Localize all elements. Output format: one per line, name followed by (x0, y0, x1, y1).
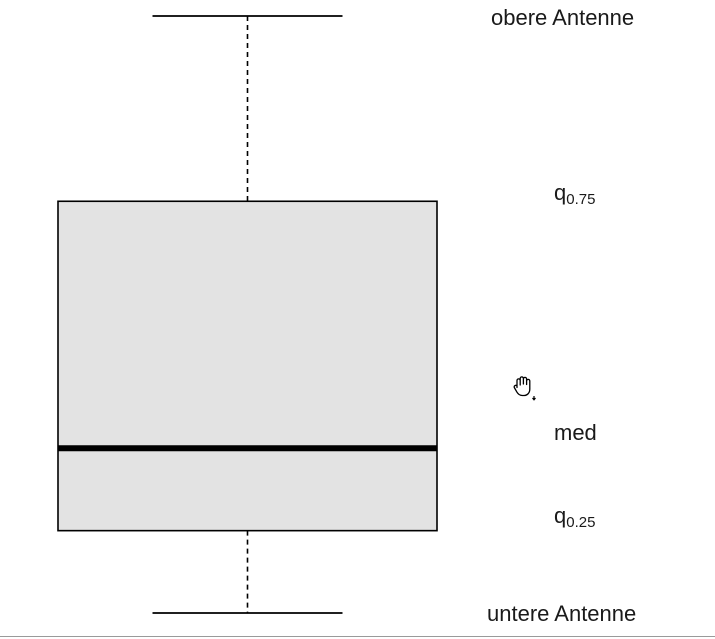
q25-label-subscript: 0.25 (566, 514, 596, 531)
q75-label: q0.75 (554, 180, 596, 208)
grab-hand-cursor-icon (513, 376, 536, 401)
lower-whisker-label: untere Antenne (487, 601, 637, 626)
bottom-divider (0, 636, 715, 637)
upper-whisker-label: obere Antenne (491, 5, 635, 30)
q75-label-subscript: 0.75 (566, 191, 596, 208)
q25-label: q0.25 (554, 503, 596, 531)
q75-label-base: q (554, 180, 567, 205)
iqr-box (57, 200, 438, 532)
median-label: med (554, 420, 597, 445)
q25-label-base: q (554, 503, 567, 528)
